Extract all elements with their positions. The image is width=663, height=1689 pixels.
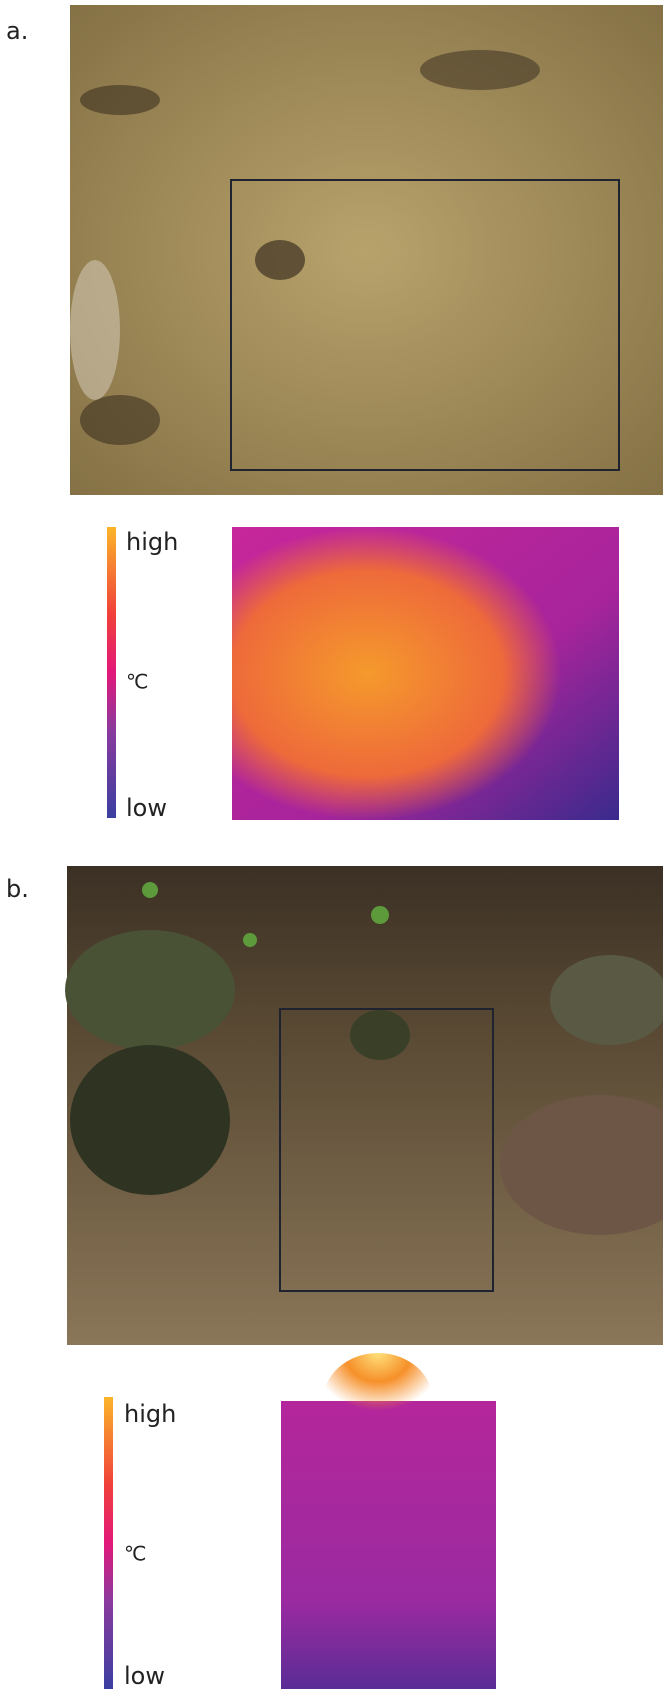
colorbar-unit: ℃ xyxy=(124,1542,146,1566)
figure: a. high ℃ low b. high ℃ low xyxy=(0,0,663,1689)
photo xyxy=(70,5,663,495)
panel-label: b. xyxy=(6,875,29,903)
photo xyxy=(65,866,663,1345)
colorbar-low: low xyxy=(124,1662,165,1689)
colorbar-high: high xyxy=(124,1400,176,1428)
panel-label: a. xyxy=(6,17,28,45)
page: a. high ℃ low b. high ℃ low (() => { con… xyxy=(0,0,663,1689)
colorbar-high: high xyxy=(126,528,178,556)
colorbar-unit: ℃ xyxy=(126,670,148,694)
colorbar xyxy=(104,1397,113,1689)
thermal-image xyxy=(232,527,619,820)
colorbar-low: low xyxy=(126,794,167,822)
thermal-image xyxy=(281,1353,496,1689)
colorbar xyxy=(107,527,116,818)
